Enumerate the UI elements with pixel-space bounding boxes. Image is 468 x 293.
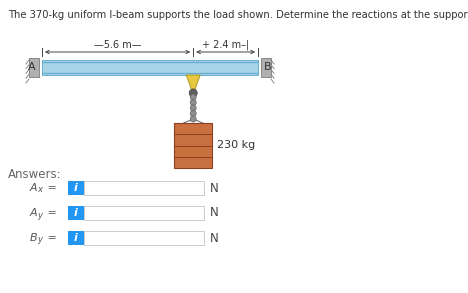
Circle shape — [189, 89, 197, 97]
Text: A: A — [29, 62, 36, 72]
FancyBboxPatch shape — [68, 231, 84, 245]
Circle shape — [190, 105, 196, 111]
Text: i: i — [74, 208, 78, 218]
FancyBboxPatch shape — [68, 206, 84, 220]
Text: i: i — [74, 183, 78, 193]
Text: A: A — [30, 183, 37, 193]
Text: Answers:: Answers: — [8, 168, 62, 181]
Text: 230 kg: 230 kg — [217, 141, 256, 151]
FancyBboxPatch shape — [84, 206, 204, 220]
Text: —5.6 m—: —5.6 m— — [94, 40, 141, 50]
Text: y: y — [37, 236, 42, 244]
FancyBboxPatch shape — [42, 60, 258, 75]
FancyBboxPatch shape — [174, 123, 212, 168]
Text: =: = — [44, 233, 57, 243]
FancyBboxPatch shape — [68, 181, 84, 195]
Text: x: x — [37, 185, 42, 195]
FancyBboxPatch shape — [84, 231, 204, 245]
FancyBboxPatch shape — [84, 181, 204, 195]
Text: i: i — [74, 233, 78, 243]
Text: =: = — [44, 208, 57, 218]
Text: A: A — [30, 208, 37, 218]
FancyBboxPatch shape — [261, 58, 271, 77]
Circle shape — [190, 100, 196, 105]
Text: The 370-kg uniform I-beam supports the load shown. Determine the reactions at th: The 370-kg uniform I-beam supports the l… — [8, 10, 468, 20]
Circle shape — [190, 116, 196, 122]
Text: N: N — [210, 181, 219, 195]
Circle shape — [190, 110, 196, 117]
Polygon shape — [186, 75, 200, 89]
Text: N: N — [210, 231, 219, 244]
Text: + 2.4 m–|: + 2.4 m–| — [202, 40, 249, 50]
Text: B: B — [264, 62, 271, 72]
Text: y: y — [37, 210, 42, 219]
Text: =: = — [44, 183, 57, 193]
Text: B: B — [30, 233, 37, 243]
Circle shape — [190, 94, 196, 100]
Text: N: N — [210, 207, 219, 219]
FancyBboxPatch shape — [29, 58, 39, 77]
